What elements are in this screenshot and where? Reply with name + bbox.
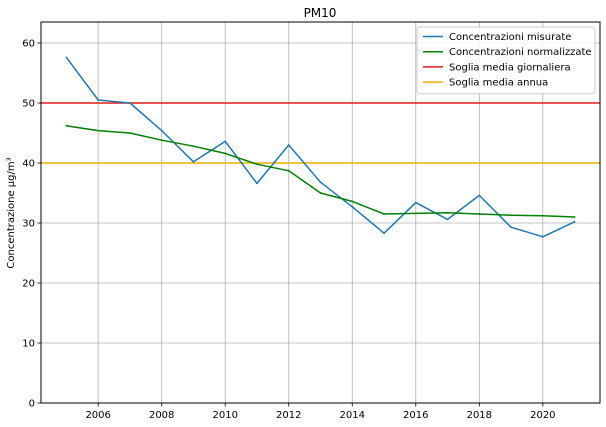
x-tick-label: 2014 xyxy=(340,410,365,421)
x-tick-label: 2016 xyxy=(403,410,428,421)
data-point xyxy=(478,194,481,197)
data-point xyxy=(97,129,100,132)
axis-ticks: 2006 2008 2010 2012 2014 2016 2018 2020 0 10 20 30 4… xyxy=(22,39,555,422)
data-point xyxy=(414,201,417,204)
data-point xyxy=(129,132,131,134)
data-point xyxy=(319,181,322,184)
data-point xyxy=(351,200,354,203)
data-point xyxy=(351,205,354,208)
data-point xyxy=(224,152,227,155)
data-point xyxy=(446,211,449,214)
data-point xyxy=(446,218,449,221)
data-point xyxy=(383,232,385,235)
legend: Concentrazioni misurate Concentrazioni no… xyxy=(416,26,596,95)
x-tick-label: 2020 xyxy=(530,410,555,421)
x-tick-label: 2010 xyxy=(212,410,237,421)
data-point xyxy=(192,145,195,148)
threshold-lines xyxy=(41,102,600,164)
y-axis-label: Concentrazione µg/m³ xyxy=(6,157,17,268)
data-point xyxy=(541,235,544,238)
y-tick-label: 60 xyxy=(22,39,35,50)
x-tick-label: 2006 xyxy=(85,410,110,421)
y-tick-label: 10 xyxy=(22,339,35,350)
data-point xyxy=(97,99,100,101)
data-point xyxy=(160,139,163,142)
x-tick-label: 2012 xyxy=(276,410,301,421)
data-point xyxy=(287,144,290,146)
legend-entry-label: Concentrazioni misurate xyxy=(449,32,571,43)
plot-frame xyxy=(40,21,601,404)
data-point xyxy=(256,163,258,166)
data-point xyxy=(129,102,131,104)
legend-entry-label: Soglia media annua xyxy=(449,78,548,89)
legend-entry-label: Concentrazioni normalizzate xyxy=(449,47,592,58)
y-tick-label: 40 xyxy=(22,159,35,170)
data-point xyxy=(414,212,417,215)
data-point xyxy=(160,129,163,132)
data-point xyxy=(510,214,512,217)
legend-box xyxy=(416,26,596,95)
y-tick-label: 50 xyxy=(22,99,35,110)
data-point xyxy=(478,213,481,215)
series-lines xyxy=(65,56,576,238)
data-point xyxy=(287,169,290,172)
y-tick-label: 30 xyxy=(22,219,35,230)
data-point xyxy=(573,216,576,218)
data-point xyxy=(256,182,258,185)
data-point xyxy=(383,213,385,215)
data-point xyxy=(541,214,544,217)
chart-title: PM10 xyxy=(304,6,337,20)
y-tick-label: 20 xyxy=(22,279,35,290)
data-point xyxy=(65,124,68,127)
data-point xyxy=(65,56,68,59)
x-tick-label: 2018 xyxy=(467,410,492,421)
legend-entry-label: Soglia media giornaliera xyxy=(449,62,571,73)
data-point xyxy=(192,160,195,163)
data-point xyxy=(319,192,322,194)
data-point xyxy=(224,140,227,143)
y-tick-label: 0 xyxy=(29,399,35,410)
data-point xyxy=(573,220,576,223)
x-tick-label: 2008 xyxy=(149,410,174,421)
data-point xyxy=(510,226,512,229)
